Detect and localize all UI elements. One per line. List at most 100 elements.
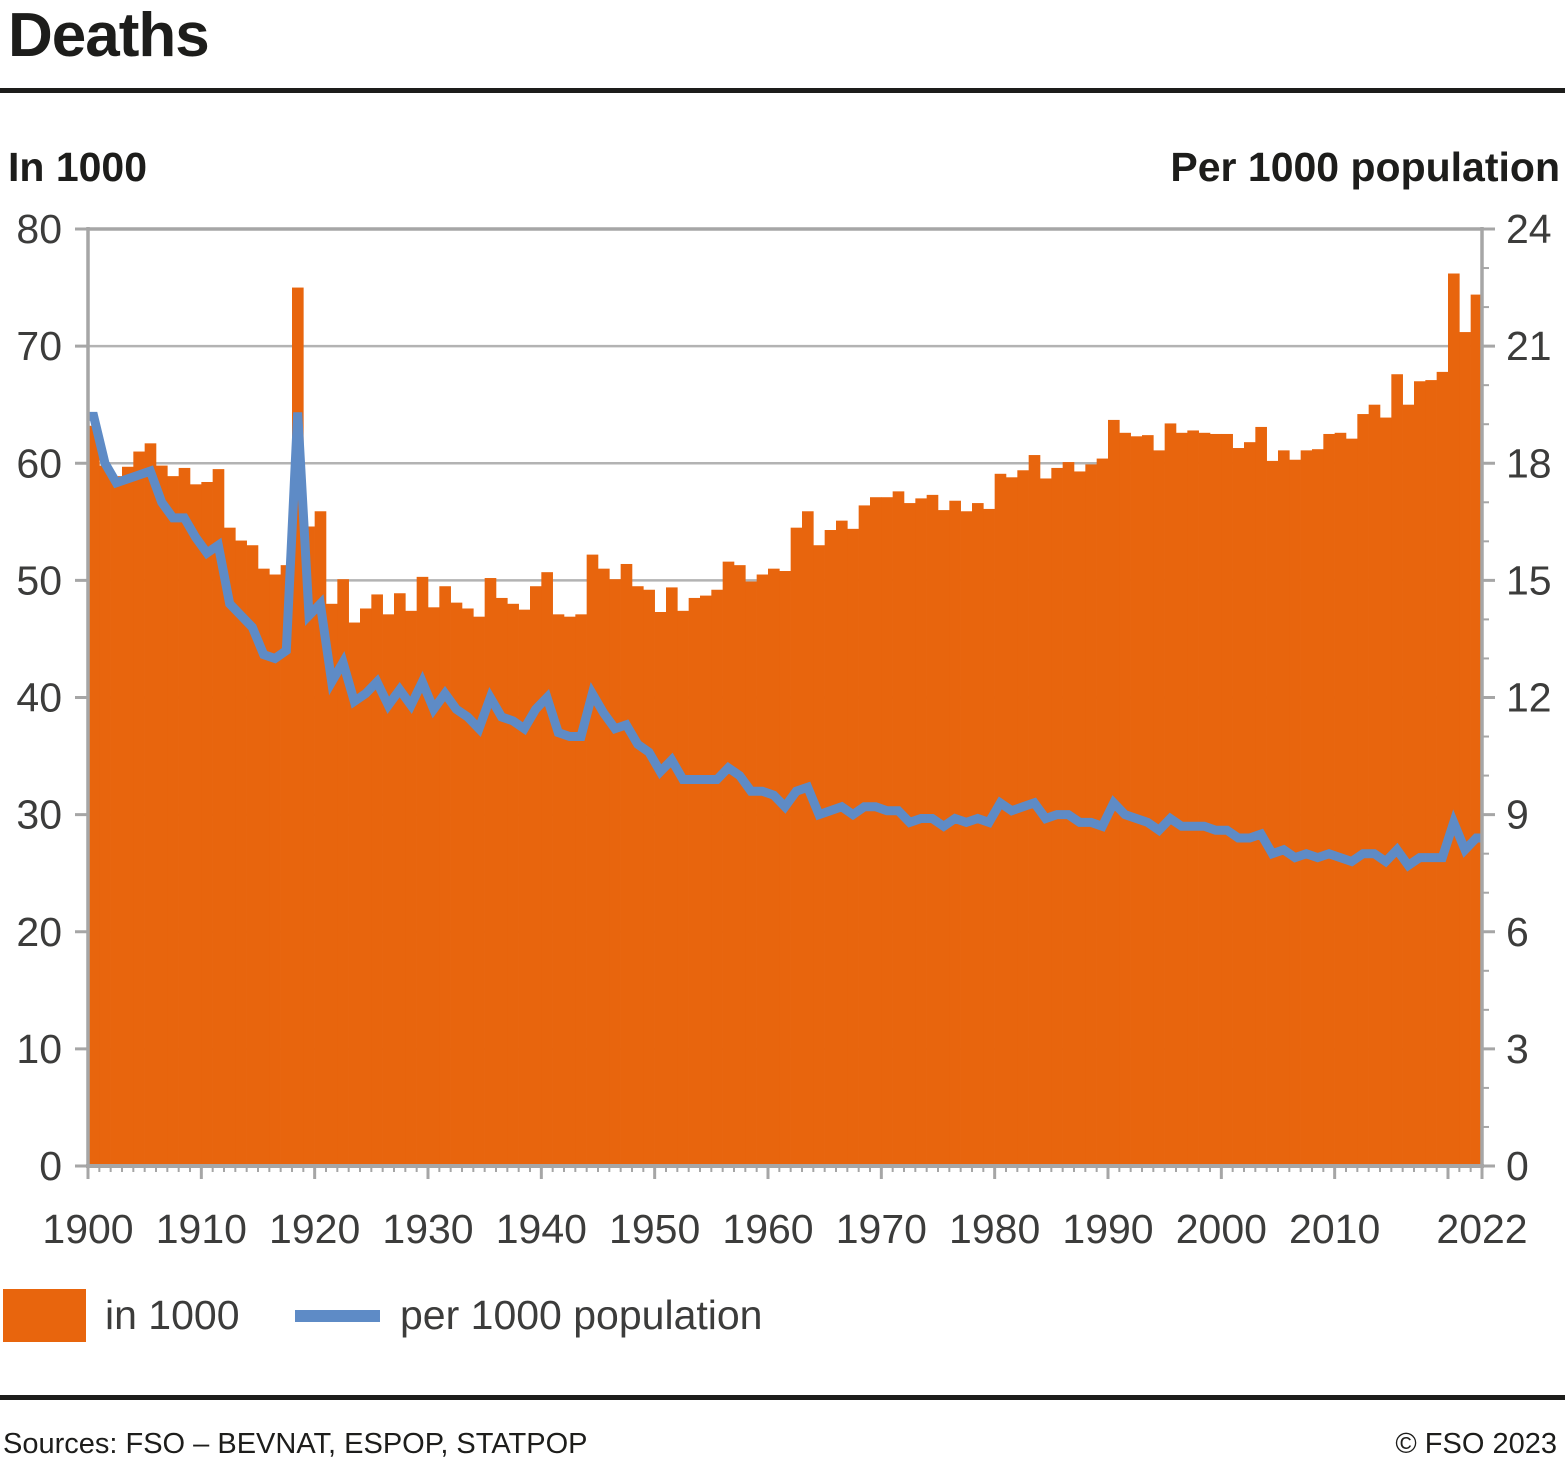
- bar-1924: [360, 608, 372, 1166]
- bar-1945: [598, 568, 610, 1166]
- bar-1931: [439, 586, 451, 1166]
- bar-1915: [258, 568, 270, 1166]
- bar-1954: [700, 595, 712, 1166]
- bars: [88, 273, 1483, 1167]
- bar-1952: [677, 610, 689, 1166]
- legend-line-swatch: [295, 1310, 380, 1322]
- bar-1999: [1210, 433, 1222, 1166]
- bar-1933: [462, 608, 474, 1166]
- bar-1989: [1096, 458, 1109, 1166]
- x-label-1920: 1920: [269, 1206, 360, 1252]
- y-left-label-40: 40: [16, 675, 62, 721]
- bar-1928: [405, 610, 417, 1166]
- y-right-label-15: 15: [1506, 557, 1552, 603]
- bar-1976: [949, 500, 961, 1167]
- page-title: Deaths: [8, 1, 210, 70]
- legend: in 1000 per 1000 population: [0, 1289, 1565, 1343]
- y-right-label-12: 12: [1506, 675, 1552, 721]
- bar-2022: [1470, 294, 1483, 1167]
- x-label-1940: 1940: [496, 1206, 587, 1252]
- bar-1909: [190, 484, 202, 1166]
- axis-ticks: [75, 227, 1495, 1179]
- bar-1993: [1142, 435, 1154, 1166]
- bar-1995: [1164, 423, 1177, 1166]
- bar-1935: [484, 578, 497, 1166]
- bar-1938: [518, 609, 531, 1166]
- bar-1965: [824, 530, 837, 1166]
- bar-1963: [802, 511, 814, 1166]
- left-axis-header: In 1000: [8, 144, 148, 190]
- bar-2006: [1289, 459, 1301, 1167]
- bar-2003: [1255, 426, 1267, 1166]
- bar-1980: [994, 473, 1007, 1166]
- bar-2010: [1334, 432, 1347, 1166]
- bar-1920: [314, 511, 327, 1166]
- bar-2014: [1380, 417, 1392, 1166]
- x-label-1970: 1970: [836, 1206, 927, 1252]
- bar-1910: [201, 481, 213, 1166]
- footer-copyright: © FSO 2023: [1395, 1428, 1557, 1460]
- footer-sources: Sources: FSO – BEVNAT, ESPOP, STATPOP: [3, 1428, 588, 1460]
- bar-2008: [1312, 449, 1324, 1166]
- x-label-1910: 1910: [156, 1206, 247, 1252]
- bar-1972: [904, 503, 916, 1166]
- bar-2013: [1368, 404, 1381, 1166]
- y-right-label-0: 0: [1506, 1143, 1529, 1189]
- bar-1942: [564, 616, 576, 1166]
- bar-1969: [870, 497, 882, 1166]
- bar-1958: [745, 581, 757, 1166]
- bar-1941: [552, 614, 565, 1166]
- bar-1957: [734, 565, 746, 1166]
- bar-1979: [983, 508, 995, 1167]
- bar-2007: [1300, 450, 1313, 1167]
- bar-1946: [609, 579, 621, 1166]
- bar-1905: [144, 443, 157, 1166]
- bar-1977: [960, 511, 973, 1166]
- legend-bar-label: in 1000: [105, 1292, 240, 1338]
- bar-1911: [212, 469, 225, 1166]
- footer-rule: [0, 1395, 1565, 1400]
- bar-1918: [292, 287, 304, 1166]
- bar-2001: [1232, 448, 1245, 1166]
- x-label-1900: 1900: [42, 1206, 133, 1252]
- bar-1948: [632, 586, 644, 1166]
- y-right-label-18: 18: [1506, 440, 1552, 486]
- bar-1922: [337, 579, 349, 1166]
- bar-2019: [1436, 371, 1449, 1167]
- bar-1913: [235, 540, 247, 1166]
- bar-1981: [1006, 477, 1018, 1166]
- bar-1992: [1130, 436, 1143, 1166]
- bar-1959: [756, 574, 769, 1166]
- bar-1975: [938, 510, 950, 1167]
- x-label-2022: 2022: [1436, 1206, 1527, 1252]
- bar-2015: [1391, 374, 1403, 1166]
- bar-1978: [972, 503, 984, 1166]
- x-label-1980: 1980: [949, 1206, 1040, 1252]
- y-right-label-6: 6: [1506, 909, 1529, 955]
- bar-2000: [1221, 433, 1233, 1166]
- x-label-1930: 1930: [382, 1206, 473, 1252]
- bar-2018: [1425, 380, 1437, 1166]
- x-label-2000: 2000: [1176, 1206, 1267, 1252]
- y-left-label-0: 0: [39, 1143, 62, 1189]
- bar-1966: [836, 520, 848, 1166]
- rate-line-group: [88, 411, 1482, 872]
- y-left-label-60: 60: [16, 440, 62, 486]
- legend-bar-swatch: [3, 1289, 86, 1342]
- bar-1991: [1119, 432, 1131, 1166]
- bar-1940: [541, 572, 553, 1166]
- bar-1997: [1187, 430, 1199, 1167]
- bar-1937: [507, 603, 519, 1166]
- bar-1998: [1198, 432, 1211, 1166]
- bar-1925: [371, 594, 383, 1166]
- bar-1934: [473, 616, 485, 1166]
- y-left-label-50: 50: [16, 557, 62, 603]
- bar-1903: [122, 466, 134, 1166]
- bar-1908: [178, 467, 191, 1166]
- y-left-label-20: 20: [16, 909, 62, 955]
- bar-1900: [88, 425, 100, 1166]
- bar-1912: [224, 527, 236, 1166]
- bar-1917: [280, 565, 293, 1166]
- x-axis-labels: 1900 1910 1920 1930 1940 1950 1960 1970 1980 1990…: [42, 1206, 1527, 1252]
- bar-2002: [1244, 442, 1256, 1167]
